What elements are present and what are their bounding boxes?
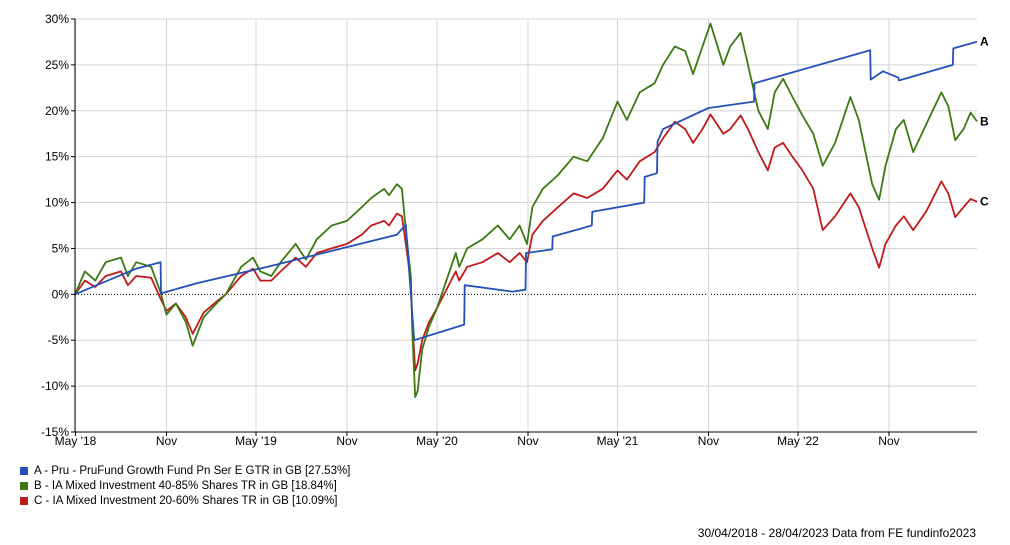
legend-swatch-a — [20, 466, 28, 475]
series-end-label-a: A — [980, 35, 989, 49]
legend-item-b[interactable]: B - IA Mixed Investment 40-85% Shares TR… — [20, 478, 350, 493]
series-end-label-c: C — [980, 195, 989, 209]
y-tick-label: 30% — [45, 12, 69, 26]
x-tick-label: Nov — [517, 434, 538, 448]
x-tick-label: Nov — [698, 434, 719, 448]
series-layer — [74, 22, 978, 398]
y-tick-label: -10% — [41, 379, 69, 393]
y-tick-label: -5% — [48, 333, 70, 347]
x-tick-label: May '19 — [235, 434, 277, 448]
y-tick-label: 20% — [45, 104, 69, 118]
axis-layer — [71, 18, 977, 436]
y-tick-label: 0% — [52, 287, 70, 301]
legend-swatch-b — [20, 481, 28, 490]
x-tick-label: May '21 — [597, 434, 639, 448]
x-tick-label: Nov — [878, 434, 899, 448]
x-tick-label: May '18 — [55, 434, 97, 448]
series-line-b — [74, 22, 978, 398]
legend-label-b: B - IA Mixed Investment 40-85% Shares TR… — [34, 479, 337, 492]
label-layer: 30% 25% 20% 15% 10% 5% 0% -5% -10% -15%May '18 Nov… — [41, 12, 989, 448]
legend-label-c: C - IA Mixed Investment 20-60% Shares TR… — [34, 494, 338, 507]
legend-label-a: A - Pru - PruFund Growth Fund Pn Ser E G… — [34, 464, 351, 477]
x-tick-label: May '22 — [777, 434, 819, 448]
legend-item-c[interactable]: C - IA Mixed Investment 20-60% Shares TR… — [20, 493, 350, 508]
series-line-a — [74, 40, 978, 342]
y-tick-label: 5% — [52, 241, 70, 255]
y-tick-label: 25% — [45, 58, 69, 72]
legend: A - Pru - PruFund Growth Fund Pn Ser E G… — [20, 463, 350, 508]
x-tick-label: Nov — [156, 434, 177, 448]
grid-layer — [74, 18, 977, 433]
x-tick-label: Nov — [336, 434, 357, 448]
y-tick-label: 10% — [45, 196, 69, 210]
legend-item-a[interactable]: A - Pru - PruFund Growth Fund Pn Ser E G… — [20, 463, 350, 478]
series-end-label-b: B — [980, 114, 989, 128]
legend-swatch-c — [20, 496, 28, 505]
y-tick-label: 15% — [45, 150, 69, 164]
x-tick-label: May '20 — [416, 434, 458, 448]
y-tick-label: -15% — [41, 425, 69, 439]
data-source-footer: 30/04/2018 - 28/04/2023 Data from FE fun… — [697, 526, 976, 540]
